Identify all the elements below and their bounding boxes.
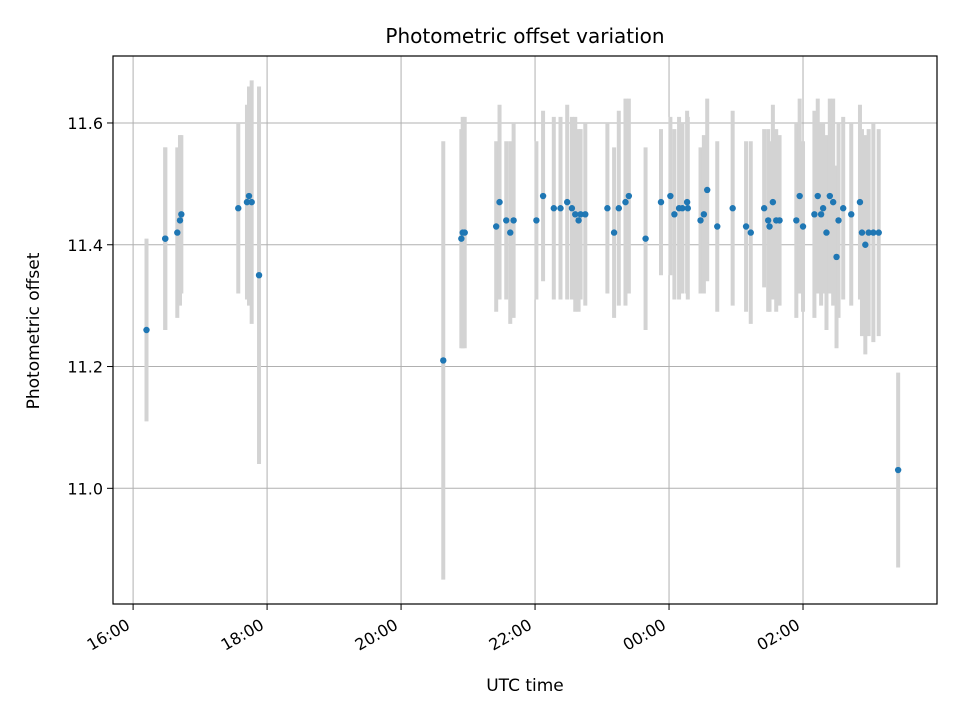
data-point <box>823 229 830 236</box>
data-point <box>826 192 834 200</box>
data-point <box>858 229 866 236</box>
data-point <box>440 357 447 364</box>
data-point <box>550 205 558 212</box>
data-point <box>796 192 803 200</box>
data-point <box>510 217 517 224</box>
data-point <box>811 211 818 218</box>
y-tick-label: 11.2 <box>67 358 103 377</box>
data-point <box>769 198 777 206</box>
data-point <box>604 205 611 212</box>
data-point <box>793 217 800 224</box>
data-point <box>533 217 540 224</box>
y-axis-title: Photometric offset <box>24 252 44 409</box>
data-point <box>575 217 582 224</box>
data-point <box>248 198 255 206</box>
data-point <box>875 229 882 236</box>
data-point <box>503 217 510 224</box>
data-point <box>245 192 253 200</box>
data-point <box>458 235 465 242</box>
data-point <box>697 217 704 224</box>
data-point <box>162 235 169 242</box>
data-point <box>764 217 772 224</box>
data-point <box>657 198 665 206</box>
data-point <box>667 192 674 200</box>
data-point <box>814 192 821 200</box>
x-axis-title: UTC time <box>486 676 564 696</box>
data-point <box>143 326 150 334</box>
data-point <box>507 229 514 236</box>
data-point <box>577 211 584 218</box>
data-point <box>174 229 181 236</box>
data-point <box>568 205 576 212</box>
data-point <box>714 223 721 230</box>
data-point <box>819 205 827 212</box>
data-point <box>862 241 869 248</box>
data-point <box>582 211 589 218</box>
data-point <box>176 217 184 224</box>
data-point <box>683 198 691 206</box>
data-point <box>564 198 571 206</box>
data-point <box>539 192 547 200</box>
data-point <box>840 205 847 212</box>
data-point <box>835 217 842 224</box>
data-point <box>865 229 872 236</box>
data-point <box>776 217 783 224</box>
data-point <box>243 198 251 206</box>
data-point <box>829 198 837 206</box>
data-point <box>642 235 649 242</box>
data-point <box>799 223 807 230</box>
y-tick-label: 11.0 <box>67 479 103 498</box>
data-point <box>178 211 185 218</box>
data-point <box>461 229 468 236</box>
data-point <box>572 211 579 218</box>
data-point <box>610 229 618 236</box>
data-point <box>235 205 242 212</box>
data-point <box>856 198 864 206</box>
data-point <box>622 198 629 206</box>
data-point <box>894 466 902 474</box>
plot-area <box>112 55 938 605</box>
data-point <box>615 205 622 212</box>
data-point <box>766 223 773 230</box>
data-point <box>742 223 750 230</box>
data-point <box>704 186 711 194</box>
data-point <box>747 229 754 236</box>
chart-title: Photometric offset variation <box>385 24 664 48</box>
data-point <box>496 198 503 206</box>
data-point <box>255 272 263 279</box>
data-point <box>700 211 708 218</box>
data-point <box>833 253 840 261</box>
data-point <box>684 205 691 212</box>
data-point <box>870 229 877 236</box>
data-points <box>143 186 902 474</box>
plot-frame <box>112 55 938 605</box>
data-point <box>729 205 736 212</box>
data-point <box>625 192 633 200</box>
y-tick-label: 11.4 <box>67 236 103 255</box>
data-point <box>557 205 564 212</box>
data-point <box>817 211 825 218</box>
data-point <box>848 211 855 218</box>
data-point <box>679 205 686 212</box>
data-point <box>492 223 500 230</box>
data-point <box>760 205 768 212</box>
data-point <box>671 211 678 218</box>
y-axis: 11.0 11.2 11.4 11.6 <box>67 114 113 498</box>
y-tick-label: 11.6 <box>67 114 103 133</box>
